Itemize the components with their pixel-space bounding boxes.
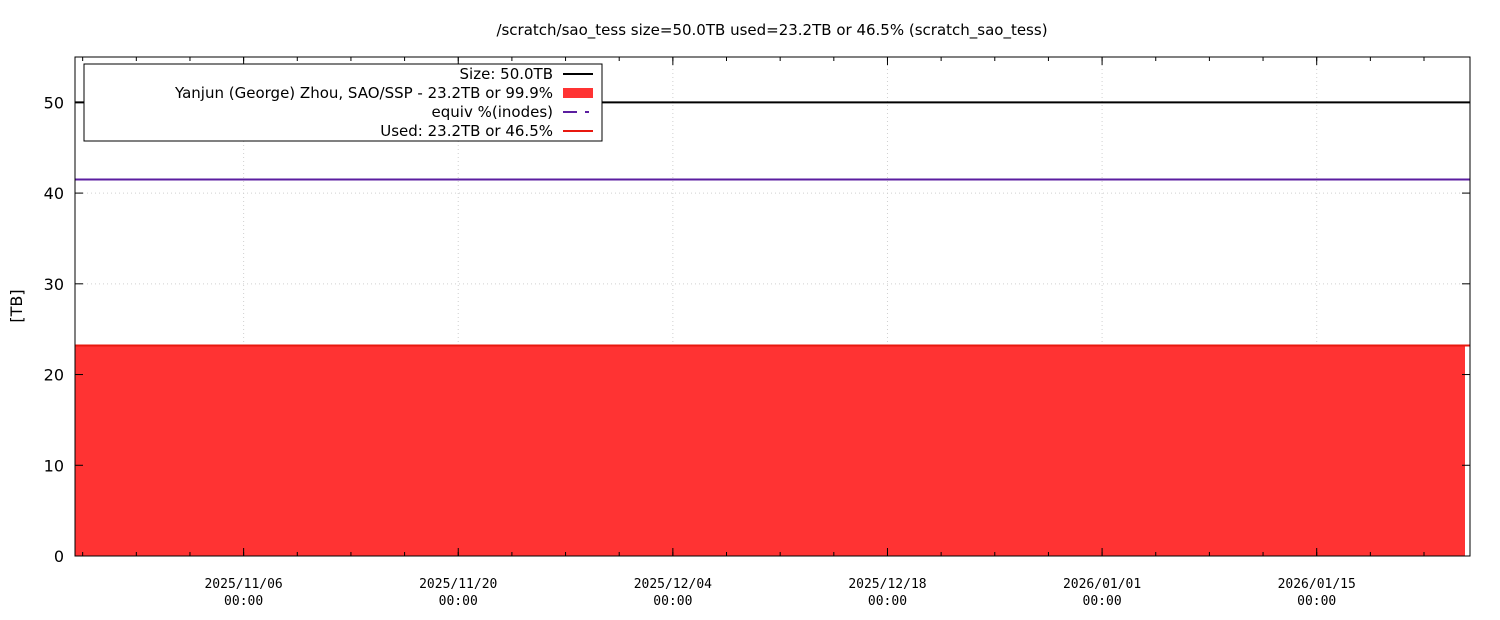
x-tick-label-date: 2025/11/06 — [204, 577, 282, 592]
x-tick-label-time: 00:00 — [439, 594, 478, 609]
y-tick-label: 50 — [44, 93, 64, 112]
y-tick-label: 30 — [44, 275, 64, 294]
x-tick-label-time: 00:00 — [1083, 594, 1122, 609]
x-tick-label-time: 00:00 — [1297, 594, 1336, 609]
series-layer — [75, 101, 1470, 556]
chart-title: /scratch/sao_tess size=50.0TB used=23.2T… — [496, 21, 1047, 40]
y-tick-label: 20 — [44, 366, 64, 385]
legend-label: Size: 50.0TB — [460, 65, 553, 83]
y-tick-label: 0 — [54, 547, 64, 566]
tick-layer: 0 10 20 30 40 50 2025/11/06 00:00 2025/11/20 00:0… — [44, 57, 1470, 609]
y-tick-label: 40 — [44, 184, 64, 203]
legend-box — [83, 63, 603, 142]
x-tick-label-date: 2026/01/15 — [1278, 577, 1356, 592]
x-tick-label-time: 00:00 — [653, 594, 692, 609]
x-tick-label-date: 2025/12/18 — [848, 577, 926, 592]
legend-label: Yanjun (George) Zhou, SAO/SSP - 23.2TB o… — [174, 84, 553, 102]
legend-label: equiv %(inodes) — [432, 103, 553, 121]
x-tick-label-date: 2025/12/04 — [634, 577, 712, 592]
y-tick-label: 10 — [44, 456, 64, 475]
plot-frame — [74, 56, 1471, 557]
x-tick-label-date: 2025/11/20 — [419, 577, 497, 592]
legend-swatch — [563, 88, 593, 98]
x-tick-label-date: 2026/01/01 — [1063, 577, 1141, 592]
y-axis-label: [TB] — [7, 289, 26, 322]
x-tick-label-time: 00:00 — [224, 594, 263, 609]
legend-label: Used: 23.2TB or 46.5% — [380, 122, 553, 140]
x-tick-label-time: 00:00 — [868, 594, 907, 609]
series-area-1 — [75, 345, 1465, 556]
